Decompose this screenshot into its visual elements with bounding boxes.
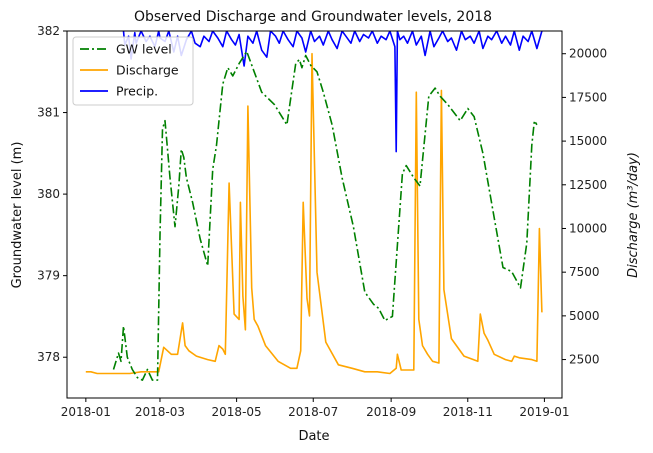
y-left-tick-label: 378 xyxy=(37,350,60,364)
legend-label: GW level xyxy=(116,42,172,57)
x-tick-label: 2018-07 xyxy=(288,405,338,419)
x-tick-label: 2018-03 xyxy=(135,405,185,419)
series-line-discharge xyxy=(85,52,543,375)
y-left-tick-label: 380 xyxy=(37,187,60,201)
y-right-tick-label: 7500 xyxy=(569,265,600,279)
x-axis: 2018-01 2018-03 2018-05 2018-07 2018-09 2018-… xyxy=(61,398,569,419)
y-left-tick-label: 381 xyxy=(37,106,60,120)
x-axis-label: Date xyxy=(298,429,329,444)
y-right-tick-label: 12500 xyxy=(569,178,607,192)
legend-box xyxy=(72,36,194,106)
x-tick-label: 2018-11 xyxy=(443,405,493,419)
y-left-tick-label: 379 xyxy=(37,269,60,283)
legend: GW level Discharge Precip. xyxy=(72,36,194,106)
chart-title: Observed Discharge and Groundwater level… xyxy=(134,9,492,25)
y-axis-left-label: Groundwater level (m) xyxy=(10,142,25,289)
x-tick-label: 2018-01 xyxy=(61,405,111,419)
y-left-tick-label: 382 xyxy=(37,24,60,38)
legend-label: Precip. xyxy=(116,84,158,99)
x-tick-label: 2019-01 xyxy=(519,405,569,419)
y-right-tick-label: 10000 xyxy=(569,221,607,235)
y-right-tick-label: 5000 xyxy=(569,309,600,323)
plot-frame xyxy=(66,30,563,399)
x-tick-label: 2018-05 xyxy=(212,405,262,419)
x-tick-label: 2018-09 xyxy=(366,405,416,419)
y-right-tick-label: 2500 xyxy=(569,353,600,367)
y-right-tick-label: 20000 xyxy=(569,47,607,61)
y-right-tick-label: 17500 xyxy=(569,90,607,104)
y-axis-right-label: Discharge (m³/day) xyxy=(626,152,641,278)
y-axis-right: 2500 5000 7500 10000 12500 15000 17500 20000 xyxy=(562,47,607,367)
legend-label: Discharge xyxy=(116,63,179,78)
y-axis-left: 378 379 380 381 382 xyxy=(37,24,67,364)
series-line-gw-level xyxy=(112,50,538,381)
y-right-tick-label: 15000 xyxy=(569,134,607,148)
